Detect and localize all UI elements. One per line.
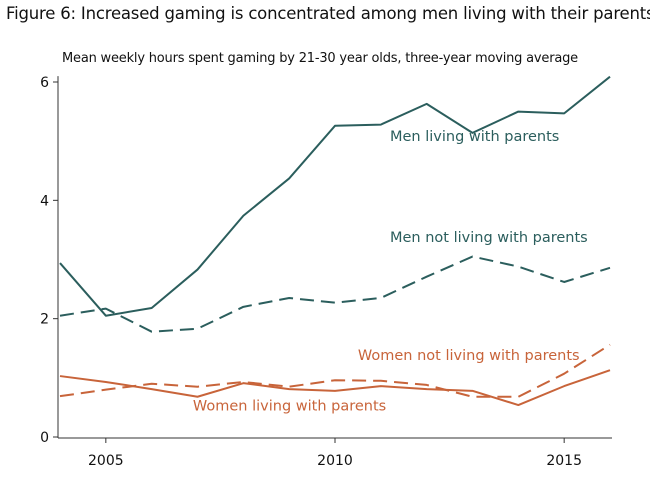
series-label: Women not living with parents: [358, 348, 580, 364]
x-tick-label: 2005: [88, 453, 124, 469]
y-tick-label: 2: [40, 312, 49, 328]
series-line-men-living-with-parents: [59, 75, 611, 317]
x-tick-label: 2010: [317, 453, 353, 469]
series-label: Men living with parents: [390, 129, 559, 145]
x-tick-label: 2015: [546, 453, 582, 469]
series-label: Women living with parents: [193, 398, 386, 414]
series-line-men-not-living-with-parents: [59, 255, 611, 333]
series-label: Men not living with parents: [390, 230, 588, 246]
y-tick-label: 0: [40, 430, 49, 446]
chart-subtitle: Mean weekly hours spent gaming by 21-30 …: [62, 51, 578, 66]
y-tick-label: 6: [40, 75, 49, 91]
chart-title: Figure 6: Increased gaming is concentrat…: [6, 4, 650, 23]
y-tick-label: 4: [40, 193, 49, 209]
